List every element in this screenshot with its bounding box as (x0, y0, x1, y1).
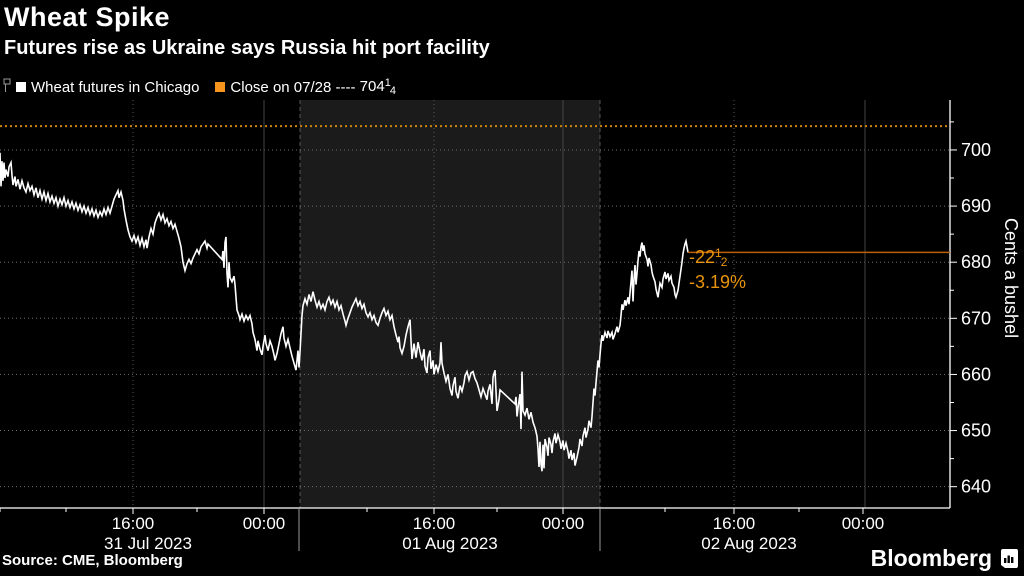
y-tick-label: 670 (961, 308, 991, 328)
percent-change-annotation: -3.19% (689, 272, 747, 292)
date-label: 31 Jul 2023 (104, 534, 192, 553)
x-tick-label: 16:00 (413, 514, 456, 533)
x-tick-label: 00:00 (842, 514, 885, 533)
y-tick-label: 690 (961, 196, 991, 216)
price-change-annotation: -2212 (689, 246, 728, 269)
pin-icon (3, 78, 12, 97)
y-tick-label: 660 (961, 364, 991, 384)
chart-subtitle: Futures rise as Ukraine says Russia hit … (4, 37, 490, 59)
bloomberg-logo: Bloomberg (871, 545, 1018, 572)
price-line (0, 152, 689, 472)
x-tick-label: 16:00 (112, 514, 155, 533)
x-tick-label: 16:00 (713, 514, 756, 533)
y-axis-title: Cents a bushel (1001, 218, 1021, 339)
series2-label: Close on 07/28 ---- (230, 78, 356, 96)
legend: Wheat futures in Chicago Close on 07/28 … (3, 77, 396, 97)
series1-label: Wheat futures in Chicago (31, 78, 200, 96)
bloomberg-bug-icon (1001, 549, 1018, 568)
shaded-session-region (300, 100, 600, 508)
series2-swatch (215, 82, 226, 92)
y-tick-label: 650 (961, 421, 991, 441)
y-tick-label: 640 (961, 477, 991, 497)
legend-close-item: Close on 07/28 ---- 70414 (215, 77, 396, 97)
date-label: 02 Aug 2023 (701, 534, 796, 553)
date-label: 01 Aug 2023 (402, 534, 497, 553)
bloomberg-wordmark: Bloomberg (870, 545, 992, 571)
series2-value: 70414 (359, 77, 396, 97)
source-text: Source: CME, Bloomberg (2, 552, 183, 569)
x-tick-label: 00:00 (542, 514, 585, 533)
y-tick-label: 700 (961, 140, 991, 160)
chart-title: Wheat Spike (4, 2, 171, 32)
series1-swatch (16, 82, 26, 92)
x-tick-label: 00:00 (243, 514, 286, 533)
y-tick-label: 680 (961, 252, 991, 272)
